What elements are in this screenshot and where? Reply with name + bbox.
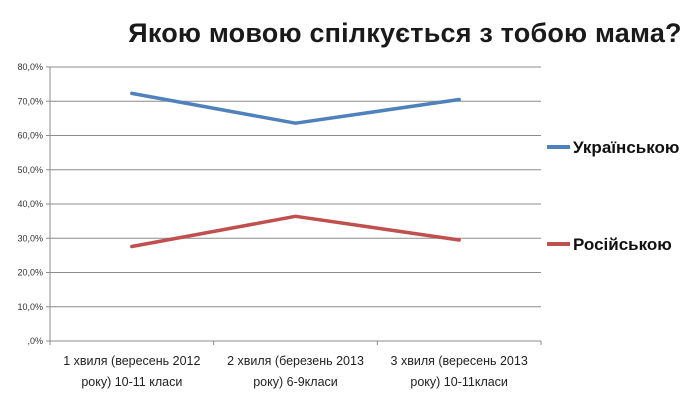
y-tick-label: 70,0% — [17, 96, 43, 106]
x-axis-ticks: 1 хвиля (вересень 2012 року) 10-11 класи 2… — [63, 354, 528, 389]
axes — [46, 66, 542, 345]
grid — [50, 66, 541, 308]
x-tick-label: 2 хвиля (березень 2013 — [227, 354, 364, 368]
data-point — [294, 121, 297, 125]
data-point — [294, 215, 297, 218]
x-tick-label: року) 6-9класи — [253, 375, 338, 389]
legend: Українською Російською — [547, 138, 679, 254]
y-tick-label: 40,0% — [17, 199, 43, 209]
series-line — [130, 91, 461, 125]
legend-label: Українською — [573, 138, 679, 157]
x-tick-label: 3 хвиля (вересень 2013 — [391, 354, 528, 368]
data-point — [130, 92, 134, 95]
y-tick-label: 60,0% — [17, 131, 43, 141]
y-axis-ticks: ,0% 10,0% 20,0% 30,0% 40,0% 50,0% 60,0% 70,0% 80… — [17, 62, 43, 346]
y-tick-label: 50,0% — [17, 165, 43, 175]
y-tick-label: ,0% — [27, 336, 43, 346]
data-point — [457, 238, 461, 242]
y-tick-label: 30,0% — [17, 233, 43, 243]
legend-label: Російською — [573, 235, 672, 254]
x-tick-label: року) 10-11 класи — [81, 375, 182, 389]
series-line — [130, 214, 461, 249]
y-tick-label: 80,0% — [17, 62, 43, 72]
y-tick-label: 20,0% — [17, 268, 43, 278]
x-tick-label: року) 10-11класи — [410, 375, 508, 389]
x-tick-label: 1 хвиля (вересень 2012 — [63, 354, 200, 368]
series-lines — [130, 91, 461, 249]
data-point — [457, 98, 461, 101]
y-tick-label: 10,0% — [17, 302, 43, 312]
data-point — [130, 245, 134, 248]
chart-title: Якою мовою спілкується з тобою мама? — [128, 18, 682, 48]
